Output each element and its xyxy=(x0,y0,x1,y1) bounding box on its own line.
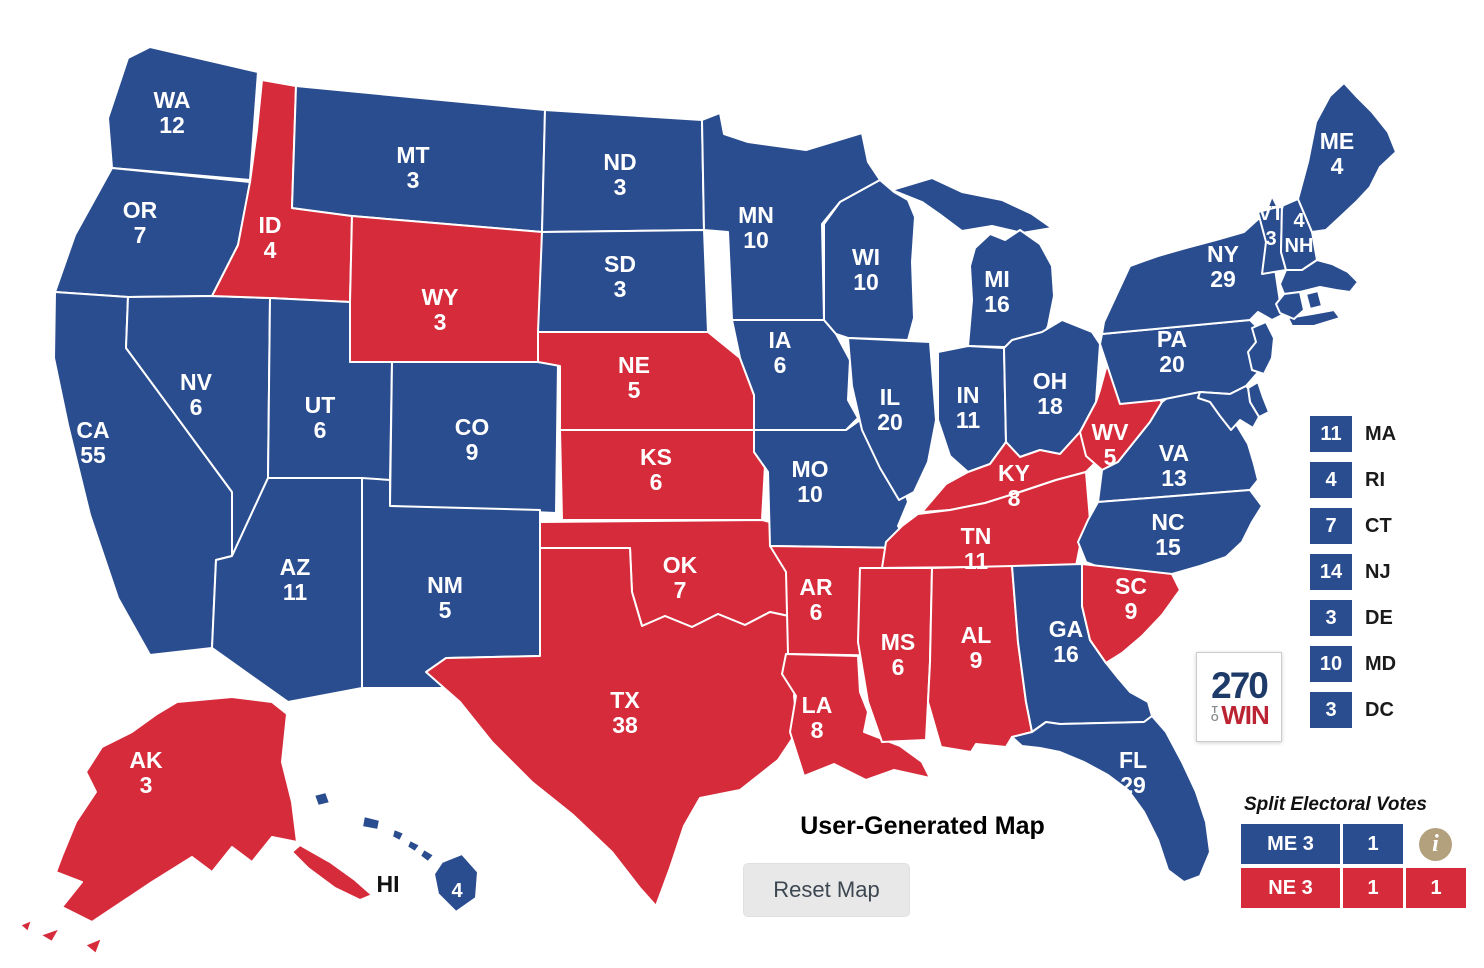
legend-box-DE[interactable]: 3 xyxy=(1310,600,1352,636)
state-AK[interactable] xyxy=(55,696,298,923)
state-HI[interactable] xyxy=(391,828,405,842)
legend-row-CT: 7 CT xyxy=(1310,508,1396,554)
legend-abbr-DE: DE xyxy=(1365,607,1393,629)
legend-abbr-CT: CT xyxy=(1365,515,1392,537)
logo-win-text: WIN xyxy=(1221,699,1270,730)
legend-abbr-MD: MD xyxy=(1365,653,1397,675)
state-NC[interactable] xyxy=(1077,489,1263,578)
split-box-1-r1[interactable]: 1 xyxy=(1343,868,1403,908)
legend-abbr-NJ: NJ xyxy=(1365,561,1391,583)
state-AK[interactable] xyxy=(39,927,61,943)
state-HI[interactable] xyxy=(406,839,421,853)
info-icon[interactable]: i xyxy=(1419,828,1452,861)
state-WY[interactable] xyxy=(349,215,543,363)
state-AK[interactable] xyxy=(19,919,33,933)
state-SD[interactable] xyxy=(537,229,709,333)
legend-row-DE: 3 DE xyxy=(1310,600,1396,646)
legend-box-MD[interactable]: 10 xyxy=(1310,646,1352,682)
logo-270-text: 270 xyxy=(1211,664,1269,706)
legend-abbr-MA: MA xyxy=(1365,423,1397,445)
logo-to-text: TO xyxy=(1210,704,1219,724)
state-NY[interactable] xyxy=(1287,309,1341,327)
legend-box-MA[interactable]: 11 xyxy=(1310,416,1352,452)
hawaii-text-label: HI xyxy=(377,871,400,897)
state-AK[interactable] xyxy=(291,844,373,901)
state-FL[interactable] xyxy=(1011,715,1211,883)
state-TX[interactable] xyxy=(425,547,801,907)
legend-row-NJ: 14 NJ xyxy=(1310,554,1396,600)
legend-box-CT[interactable]: 7 xyxy=(1310,508,1352,544)
legend-abbr-DC: DC xyxy=(1365,699,1394,721)
legend-box-DC[interactable]: 3 xyxy=(1310,692,1352,728)
state-CO[interactable] xyxy=(389,361,559,514)
state-NJ[interactable] xyxy=(1247,321,1275,375)
legend-row-DC: 3 DC xyxy=(1310,692,1396,738)
state-ND[interactable] xyxy=(541,109,705,233)
state-HI[interactable] xyxy=(361,815,381,831)
state-IN[interactable] xyxy=(937,345,1007,473)
state-MD[interactable] xyxy=(1197,385,1260,431)
state-SC[interactable] xyxy=(1081,563,1181,664)
state-MS[interactable] xyxy=(857,567,933,743)
legend-abbr-RI: RI xyxy=(1365,469,1385,491)
270towin-logo: 270 TO WIN xyxy=(1196,652,1282,742)
reset-map-button[interactable]: Reset Map xyxy=(743,863,910,917)
state-HI[interactable] xyxy=(433,853,479,913)
state-IL[interactable] xyxy=(847,337,937,501)
state-WA[interactable] xyxy=(107,46,259,181)
legend-row-MD: 10 MD xyxy=(1310,646,1396,692)
state-WI[interactable] xyxy=(823,179,916,341)
state-HI[interactable] xyxy=(313,791,331,807)
split-electoral-votes-title: Split Electoral Votes xyxy=(1243,794,1427,815)
split-box-1-r0[interactable]: 1 xyxy=(1343,824,1403,864)
legend-box-RI[interactable]: 4 xyxy=(1310,462,1352,498)
legend-row-RI: 4 RI xyxy=(1310,462,1396,508)
state-MI[interactable] xyxy=(967,229,1055,349)
state-LA[interactable] xyxy=(781,653,931,781)
split-box-ne-3-r1[interactable]: NE 3 xyxy=(1241,868,1340,908)
state-NE[interactable] xyxy=(537,331,755,431)
legend-row-MA: 11 MA xyxy=(1310,416,1396,462)
state-HI[interactable] xyxy=(419,848,435,863)
state-ME[interactable] xyxy=(1297,82,1397,233)
state-CT[interactable] xyxy=(1275,291,1305,320)
state-RI[interactable] xyxy=(1305,290,1323,310)
state-MI[interactable] xyxy=(891,177,1053,234)
small-states-legend: 11 MA 4 RI 7 CT 14 NJ 3 DE 10 MD 3 DC xyxy=(1310,416,1396,738)
legend-box-NJ[interactable]: 14 xyxy=(1310,554,1352,590)
state-MT[interactable] xyxy=(291,85,546,233)
split-box-1-r1[interactable]: 1 xyxy=(1406,868,1466,908)
state-AK[interactable] xyxy=(84,937,103,955)
state-KS[interactable] xyxy=(559,429,767,521)
page-title: User-Generated Map xyxy=(800,812,1045,840)
split-box-me-3-r0[interactable]: ME 3 xyxy=(1241,824,1340,864)
